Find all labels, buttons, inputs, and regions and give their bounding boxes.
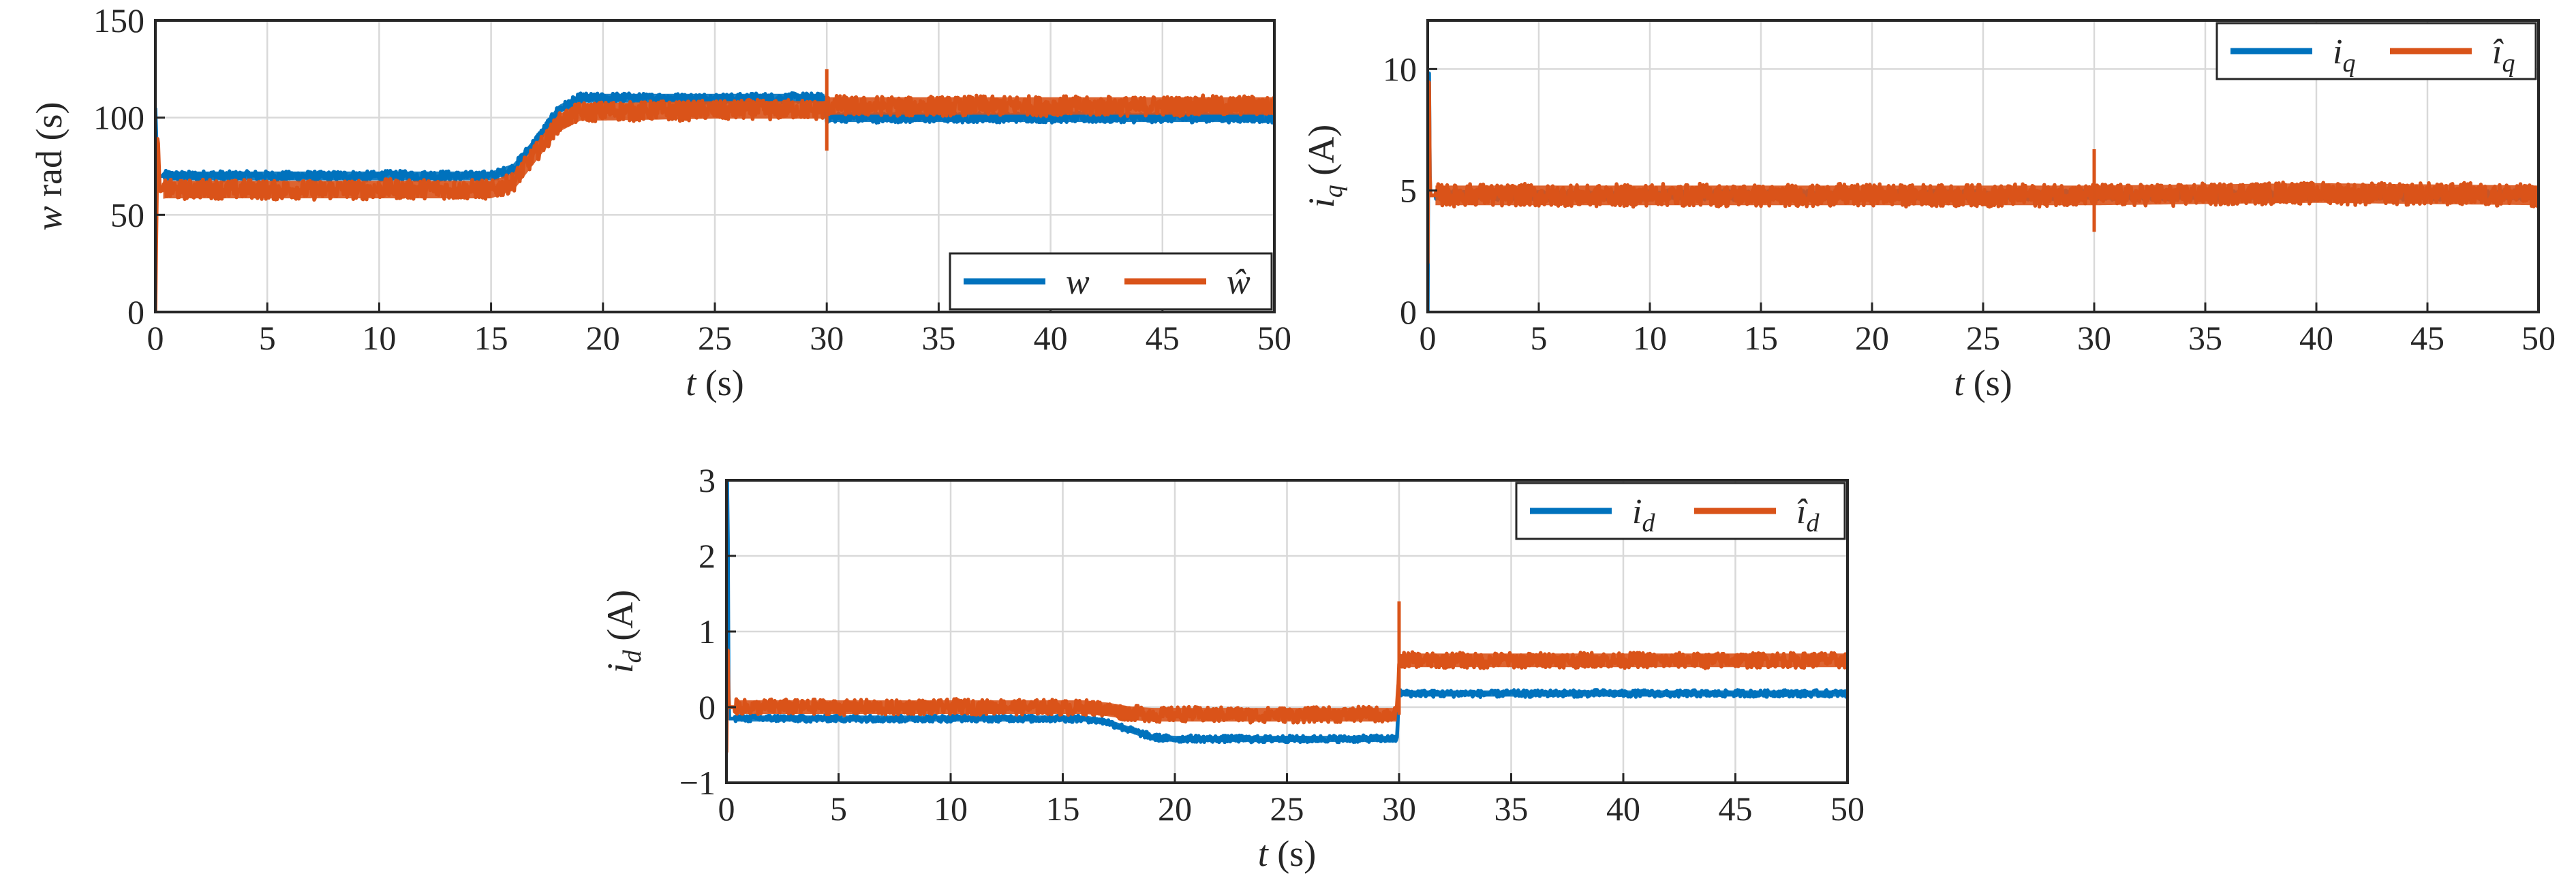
x-tick-label: 5 xyxy=(259,319,276,357)
x-tick-label: 25 xyxy=(698,319,732,357)
x-tick-label: 45 xyxy=(1146,319,1180,357)
x-tick-label: 35 xyxy=(921,319,955,357)
x-tick-label: 5 xyxy=(1531,319,1548,357)
x-tick-label: 35 xyxy=(1494,790,1529,828)
y-tick-label: 50 xyxy=(110,196,144,234)
x-tick-label: 10 xyxy=(362,319,396,357)
y-axis-label: iq (A) xyxy=(1301,125,1348,208)
y-tick-label: 2 xyxy=(699,537,716,575)
x-tick-label: 15 xyxy=(1046,790,1080,828)
y-tick-label: 150 xyxy=(93,1,144,40)
x-tick-label: 10 xyxy=(934,790,968,828)
x-tick-label: 25 xyxy=(1966,319,2000,357)
plot-area xyxy=(155,69,1274,312)
x-tick-label: 10 xyxy=(1633,319,1667,357)
series-band-1 xyxy=(1435,183,2539,206)
y-axis-label: w rad (s) xyxy=(29,102,70,231)
x-tick-label: 30 xyxy=(2077,319,2111,357)
x-tick-label: 45 xyxy=(2410,319,2444,357)
y-tick-label: 5 xyxy=(1400,172,1417,210)
y-tick-label: 0 xyxy=(127,293,144,331)
series-band-1 xyxy=(734,653,1847,722)
series-band-0 xyxy=(163,93,1274,181)
x-tick-label: 35 xyxy=(2188,319,2222,357)
y-tick-label: 0 xyxy=(1400,293,1417,331)
x-tick-label: 40 xyxy=(1034,319,1068,357)
x-tick-label: 15 xyxy=(1744,319,1778,357)
legend-label: ŵ xyxy=(1227,263,1251,302)
legend-label: iq xyxy=(2333,33,2355,78)
x-tick-label: 40 xyxy=(1606,790,1640,828)
y-tick-label: 10 xyxy=(1383,50,1417,88)
x-tick-label: 5 xyxy=(830,790,847,828)
legend-label: îq xyxy=(2492,33,2515,78)
x-axis-label: t (s) xyxy=(1258,833,1317,874)
x-tick-label: 0 xyxy=(1420,319,1437,357)
x-tick-label: 45 xyxy=(1719,790,1753,828)
x-tick-label: 30 xyxy=(810,319,844,357)
y-axis-label: id (A) xyxy=(600,590,647,673)
legend-label: id xyxy=(1632,493,1655,538)
legend: iq îq xyxy=(2215,22,2537,80)
y-tick-label: 0 xyxy=(699,688,716,726)
series-band-1 xyxy=(163,97,1274,199)
y-tick-label: 3 xyxy=(699,461,716,499)
x-tick-label: 50 xyxy=(1257,319,1291,357)
x-tick-label: 50 xyxy=(1830,790,1865,828)
x-tick-label: 50 xyxy=(2521,319,2556,357)
x-tick-label: 20 xyxy=(1855,319,1889,357)
y-tick-label: 1 xyxy=(699,612,716,651)
plot-area xyxy=(1428,71,2539,312)
x-tick-label: 40 xyxy=(2299,319,2333,357)
y-tick-label: −1 xyxy=(679,764,716,802)
x-tick-label: 25 xyxy=(1270,790,1304,828)
legend: id îd xyxy=(1515,482,1846,540)
x-tick-label: 20 xyxy=(1158,790,1192,828)
x-tick-label: 0 xyxy=(718,790,735,828)
plot-area xyxy=(726,480,1847,753)
chart-iq: 0 5 10 15 20 25 30 35 40 45 50 0 5 10 t (s) iq (A) iq îq xyxy=(1301,19,2556,403)
legend-label: îd xyxy=(1796,493,1820,538)
x-tick-label: 20 xyxy=(586,319,620,357)
x-axis-label: t (s) xyxy=(1954,362,2012,403)
series-band-0 xyxy=(734,689,1847,743)
chart-speed: 0 5 10 15 20 25 30 35 40 45 50 0 50 100 150 t (s) w rad … xyxy=(29,1,1291,403)
x-tick-label: 30 xyxy=(1382,790,1416,828)
x-tick-label: 0 xyxy=(147,319,164,357)
x-axis-label: t (s) xyxy=(686,362,744,403)
y-tick-label: 100 xyxy=(93,99,144,137)
legend-label: w xyxy=(1066,263,1090,302)
x-tick-label: 15 xyxy=(474,319,508,357)
